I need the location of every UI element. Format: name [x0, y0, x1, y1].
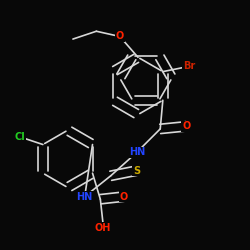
Text: O: O — [116, 32, 124, 42]
Text: HN: HN — [76, 192, 93, 202]
Text: HN: HN — [129, 147, 145, 157]
Text: S: S — [133, 166, 140, 175]
Text: OH: OH — [95, 223, 111, 233]
Text: O: O — [120, 192, 128, 202]
Text: Cl: Cl — [14, 132, 25, 142]
Text: Br: Br — [183, 62, 195, 72]
Text: O: O — [182, 121, 190, 131]
